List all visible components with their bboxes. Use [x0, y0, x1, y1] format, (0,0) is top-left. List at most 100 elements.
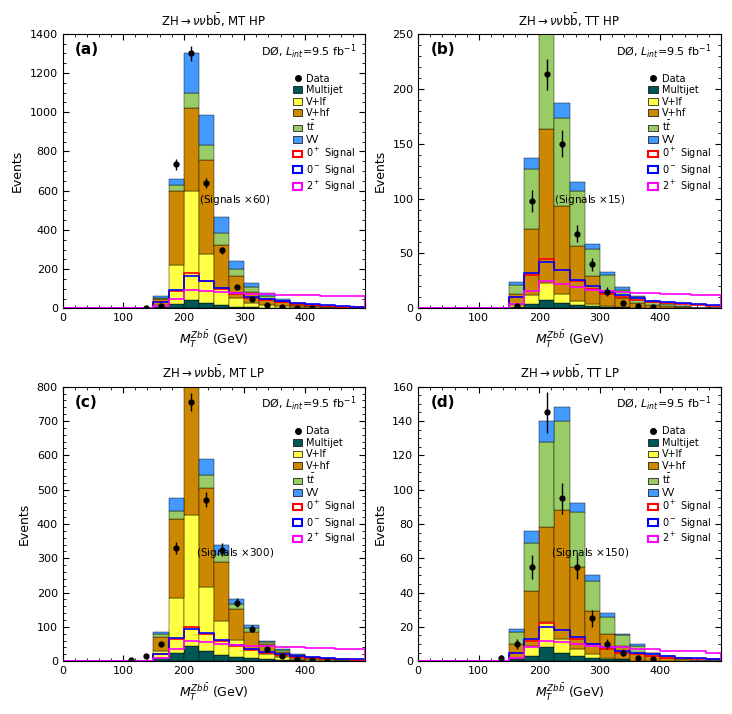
Bar — [259, 298, 274, 306]
Bar — [168, 598, 184, 653]
Title: ZH$\rightarrow\nu\nu$b$\bar{\mathrm{b}}$, MT LP: ZH$\rightarrow\nu\nu$b$\bar{\mathrm{b}}$… — [163, 364, 266, 381]
Bar — [615, 635, 630, 645]
Bar — [214, 620, 229, 655]
Bar — [585, 276, 600, 304]
Bar — [554, 119, 569, 206]
Bar — [539, 421, 554, 441]
Bar — [509, 644, 524, 658]
Text: (Signals $\times$15): (Signals $\times$15) — [554, 193, 626, 207]
Bar — [600, 276, 615, 291]
Bar — [569, 649, 585, 656]
X-axis label: $M_T^{Zb\bar{b}}$ (GeV): $M_T^{Zb\bar{b}}$ (GeV) — [534, 328, 605, 350]
Bar — [585, 304, 600, 306]
Bar — [290, 305, 305, 307]
Bar — [539, 14, 554, 129]
Bar — [600, 307, 615, 308]
Bar — [569, 305, 585, 308]
Bar — [229, 298, 244, 307]
Bar — [199, 459, 214, 475]
Bar — [199, 303, 214, 308]
Bar — [615, 307, 630, 308]
Bar — [645, 656, 660, 661]
Bar — [274, 306, 290, 308]
Bar — [660, 304, 676, 306]
Bar — [184, 301, 199, 308]
Bar — [244, 307, 259, 308]
Bar — [168, 179, 184, 185]
Bar — [676, 306, 690, 307]
Bar — [154, 651, 168, 658]
Bar — [244, 283, 259, 287]
Bar — [600, 272, 615, 276]
Text: DØ, $L_{int}$=9.5 fb$^{-1}$: DØ, $L_{int}$=9.5 fb$^{-1}$ — [616, 395, 712, 413]
Bar — [615, 634, 630, 635]
Bar — [509, 307, 524, 308]
Bar — [229, 276, 244, 298]
Bar — [600, 658, 615, 660]
Bar — [585, 580, 600, 611]
Bar — [290, 307, 305, 308]
Bar — [259, 644, 274, 654]
Bar — [539, 648, 554, 661]
Bar — [214, 655, 229, 661]
Bar — [244, 625, 259, 628]
Bar — [539, 622, 554, 648]
Bar — [244, 303, 259, 307]
Bar — [184, 109, 199, 191]
Bar — [184, 370, 199, 385]
Bar — [600, 306, 615, 307]
Text: DØ, $L_{int}$=9.5 fb$^{-1}$: DØ, $L_{int}$=9.5 fb$^{-1}$ — [261, 42, 356, 61]
Bar — [524, 531, 539, 543]
X-axis label: $M_T^{Zb\bar{b}}$ (GeV): $M_T^{Zb\bar{b}}$ (GeV) — [534, 682, 605, 703]
Bar — [524, 295, 539, 304]
Bar — [524, 229, 539, 295]
Bar — [274, 650, 290, 652]
Bar — [645, 305, 660, 308]
Bar — [676, 660, 690, 661]
Bar — [509, 294, 524, 305]
Bar — [509, 660, 524, 661]
Bar — [168, 191, 184, 265]
Bar — [569, 503, 585, 512]
Text: DØ, $L_{int}$=9.5 fb$^{-1}$: DØ, $L_{int}$=9.5 fb$^{-1}$ — [616, 42, 712, 61]
Bar — [214, 306, 229, 308]
Text: (c): (c) — [75, 395, 97, 410]
Bar — [554, 407, 569, 421]
Bar — [290, 659, 305, 660]
Bar — [569, 191, 585, 246]
Bar — [154, 637, 168, 651]
Bar — [184, 516, 199, 645]
Bar — [259, 640, 274, 643]
Bar — [244, 658, 259, 661]
Bar — [229, 640, 244, 657]
Bar — [229, 657, 244, 661]
Bar — [184, 93, 199, 109]
Bar — [600, 634, 615, 658]
Bar — [509, 282, 524, 286]
Bar — [585, 249, 600, 276]
Bar — [554, 653, 569, 661]
Bar — [645, 653, 660, 656]
Text: (a): (a) — [75, 42, 99, 57]
Bar — [585, 654, 600, 658]
Bar — [199, 651, 214, 661]
Bar — [168, 185, 184, 191]
Bar — [274, 303, 290, 306]
Bar — [199, 475, 214, 488]
Bar — [259, 293, 274, 296]
Bar — [274, 299, 290, 301]
Bar — [199, 588, 214, 651]
Bar — [569, 512, 585, 567]
Bar — [154, 632, 168, 634]
X-axis label: $M_T^{Zb\bar{b}}$ (GeV): $M_T^{Zb\bar{b}}$ (GeV) — [179, 682, 249, 703]
Bar — [509, 632, 524, 644]
Bar — [660, 658, 676, 661]
Bar — [630, 303, 645, 308]
Title: ZH$\rightarrow\nu\nu$b$\bar{\mathrm{b}}$, TT LP: ZH$\rightarrow\nu\nu$b$\bar{\mathrm{b}}$… — [520, 364, 619, 381]
Bar — [184, 191, 199, 301]
Bar — [244, 628, 259, 632]
Bar — [244, 287, 259, 291]
Bar — [539, 300, 554, 308]
Bar — [554, 303, 569, 308]
Bar — [569, 656, 585, 661]
